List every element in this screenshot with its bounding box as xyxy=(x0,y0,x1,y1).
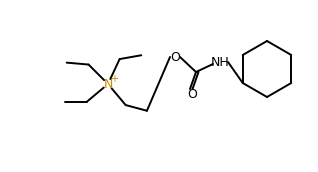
Text: +: + xyxy=(110,74,118,84)
Text: O: O xyxy=(187,88,197,100)
Text: O: O xyxy=(170,51,180,63)
Text: N: N xyxy=(103,78,113,90)
Text: NH: NH xyxy=(211,56,229,68)
